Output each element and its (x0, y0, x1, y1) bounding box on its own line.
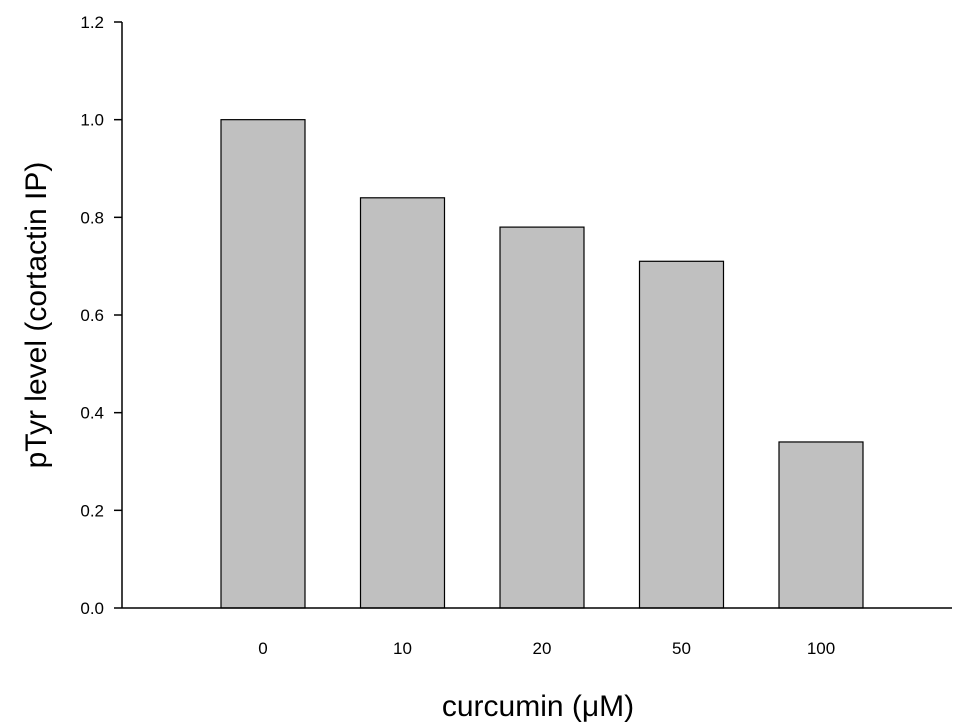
y-tick-label-0.0: 0.0 (80, 599, 104, 618)
x-tick-label-10: 10 (393, 639, 412, 658)
y-tick-label-1.2: 1.2 (80, 13, 104, 32)
y-tick-label-0.6: 0.6 (80, 306, 104, 325)
y-tick-label-0.2: 0.2 (80, 501, 104, 520)
x-axis-title: curcumin (μM) (442, 690, 634, 723)
y-tick-label-1.0: 1.0 (80, 111, 104, 130)
y-ticks-group: 0.0 0.2 0.4 0.6 0.8 1.0 1.2 (80, 13, 122, 618)
bar-100 (778, 441, 864, 609)
bars-group (220, 119, 864, 609)
y-axis-title: pTyr level (cortactin IP) (20, 162, 53, 469)
x-tick-label-100: 100 (807, 639, 835, 658)
bar-50 (638, 260, 725, 609)
y-tick-label-0.4: 0.4 (80, 404, 104, 423)
x-tick-label-50: 50 (672, 639, 691, 658)
x-tick-label-20: 20 (533, 639, 552, 658)
bar-20 (499, 226, 585, 609)
bar-0 (220, 119, 306, 609)
bar-10 (359, 197, 446, 609)
y-tick-label-0.8: 0.8 (80, 208, 104, 227)
x-tick-label-0: 0 (258, 639, 267, 658)
x-ticks-group: 0 10 20 50 100 (258, 639, 835, 658)
